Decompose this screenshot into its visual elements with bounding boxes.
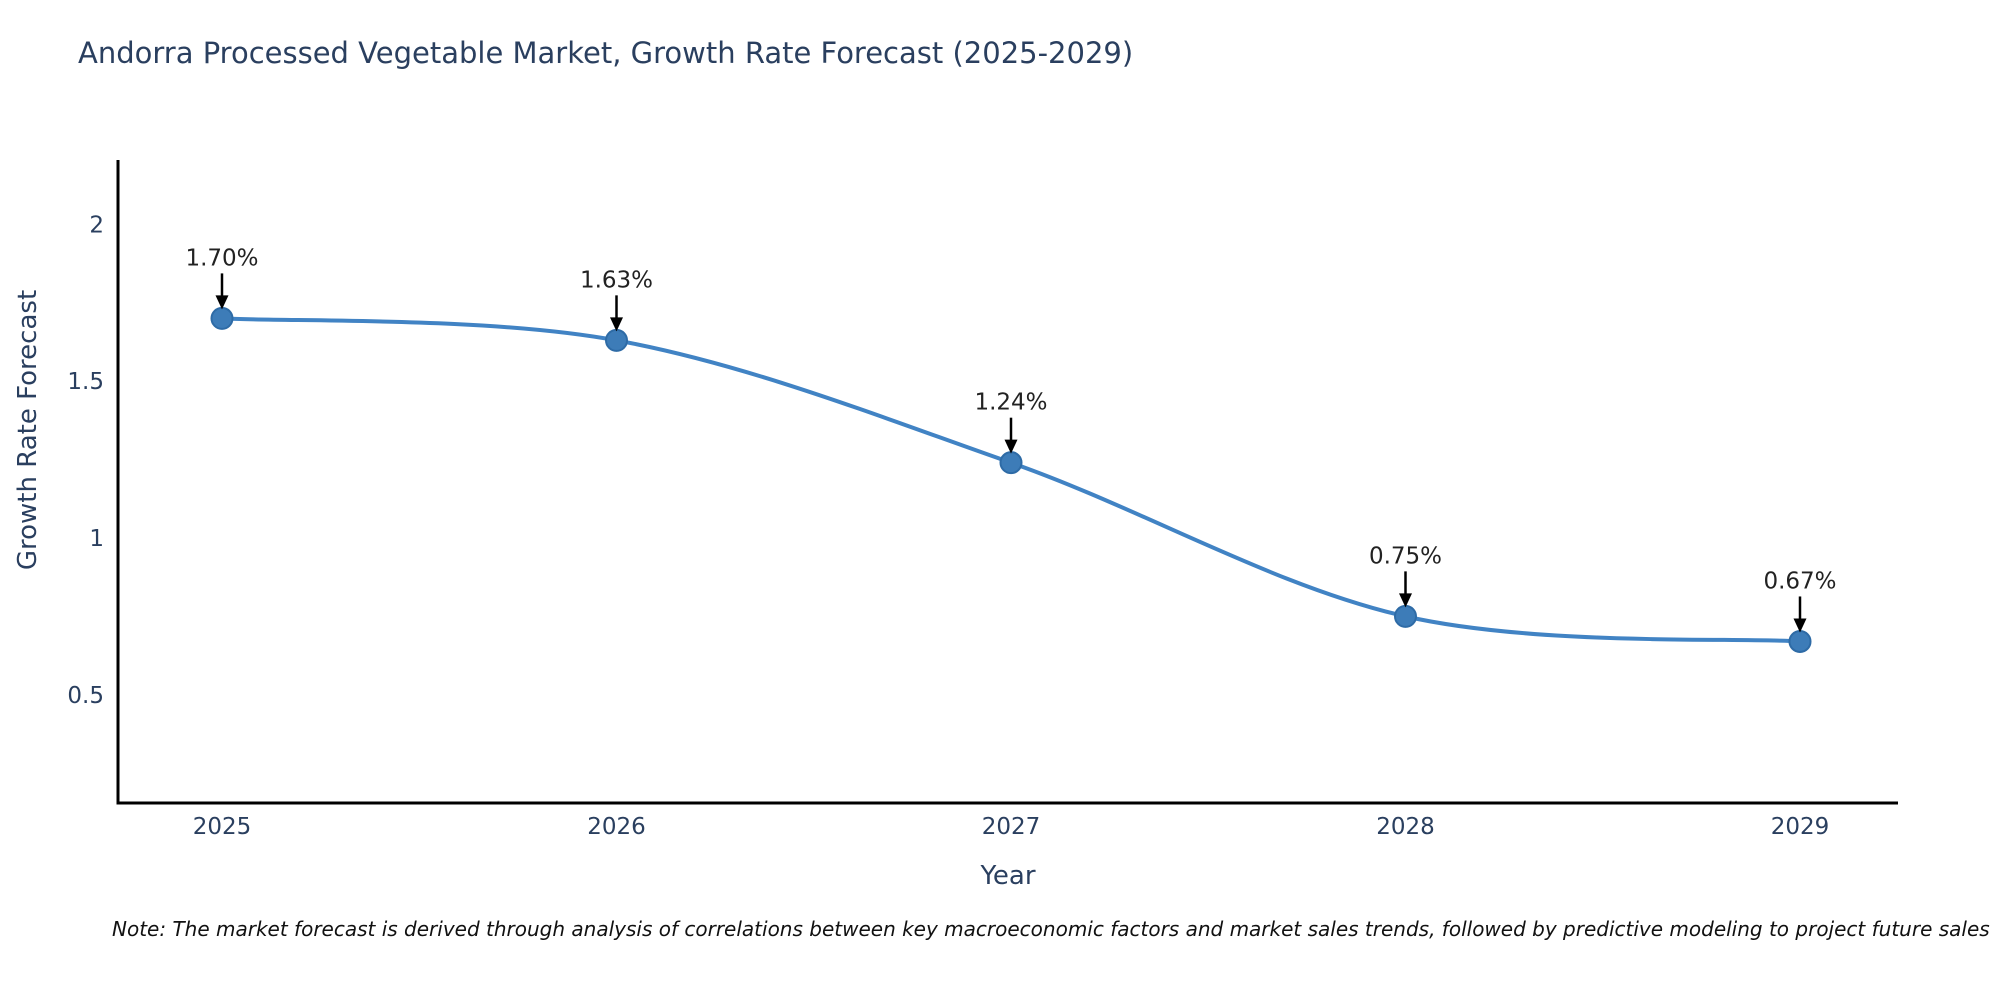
annotation-arrowhead-icon [1793, 618, 1807, 633]
x-axis-title: Year [980, 861, 1036, 891]
y-tick-label: 0.5 [67, 683, 104, 709]
x-tick-label: 2025 [193, 814, 252, 840]
annotation-arrowhead-icon [1399, 593, 1412, 608]
annotation-label: 1.24% [974, 390, 1047, 416]
annotation-arrowhead-icon [610, 317, 623, 332]
forecast-line [220, 316, 1802, 644]
data-point-2027[interactable] [999, 451, 1023, 475]
annotation-arrowhead-icon [215, 295, 229, 310]
x-tick-label: 2026 [587, 814, 646, 840]
data-point-2026[interactable] [605, 328, 628, 352]
annotation-arrowhead-icon [1004, 439, 1018, 454]
annotation-label: 1.70% [185, 245, 258, 271]
annotation-label: 1.63% [580, 267, 653, 293]
y-axis-title: Growth Rate Forecast [13, 289, 43, 571]
annotation-label: 0.75% [1369, 543, 1442, 569]
chart-title: Andorra Processed Vegetable Market, Grow… [78, 36, 1134, 70]
data-point-2025[interactable] [210, 306, 234, 330]
y-tick-label: 1 [89, 526, 104, 552]
data-point-2029[interactable] [1788, 629, 1812, 653]
x-tick-label: 2029 [1771, 814, 1830, 840]
data-point-2028[interactable] [1394, 604, 1417, 628]
x-tick-label: 2028 [1376, 814, 1435, 840]
y-tick-label: 1.5 [67, 369, 104, 395]
annotation-label: 0.67% [1763, 568, 1836, 594]
y-tick-label: 2 [89, 212, 104, 238]
footnote: Note: The market forecast is derived thr… [112, 917, 1990, 941]
x-tick-label: 2027 [982, 814, 1041, 840]
